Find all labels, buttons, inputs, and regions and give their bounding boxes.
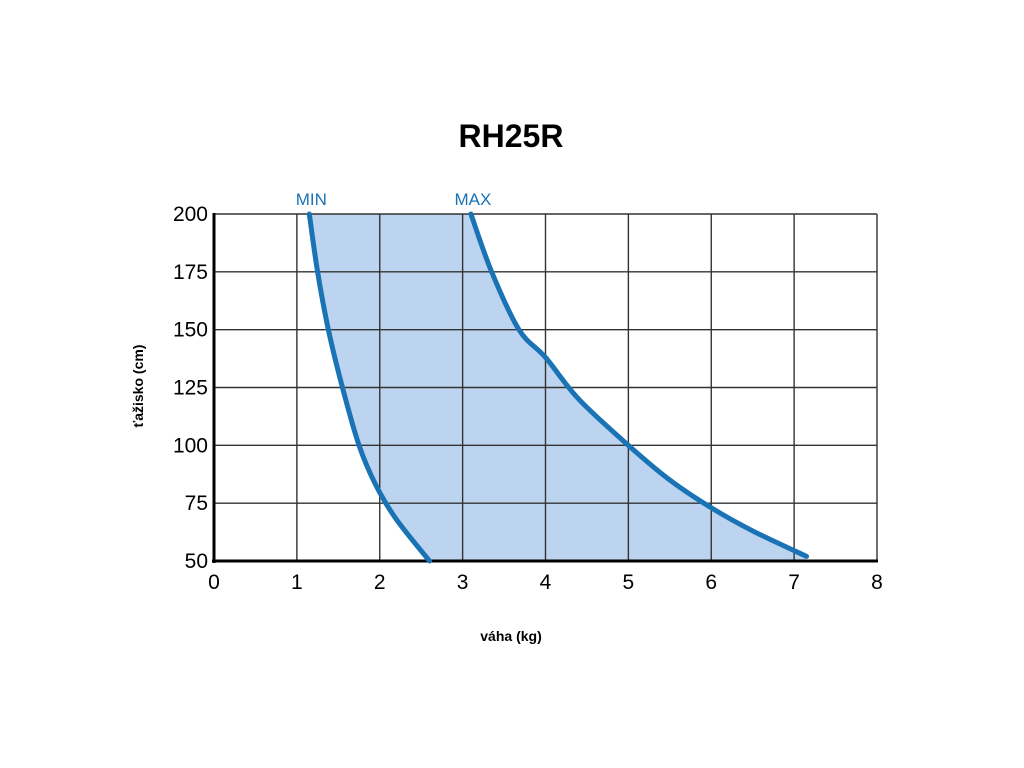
x-tick-label: 7 (788, 571, 800, 594)
curve-layer: MIN MAX (296, 190, 810, 564)
x-tick-label: 1 (291, 571, 303, 594)
curve-min (306, 211, 432, 564)
x-tick-label: 5 (623, 571, 635, 594)
y-tick-label: 150 (173, 319, 208, 342)
y-tick-label: 75 (185, 492, 208, 515)
y-tick-label: 50 (185, 550, 208, 573)
y-tick-label: 100 (173, 434, 208, 457)
x-tick-label: 8 (871, 571, 883, 594)
y-tick-label: 200 (173, 203, 208, 226)
curve-label-max: MAX (454, 190, 491, 209)
y-tick-label: 175 (173, 261, 208, 284)
tick-layer: 0 1 2 3 4 5 6 7 8 50 75 100 125 150 175 200 (173, 203, 883, 594)
x-tick-label: 6 (705, 571, 717, 594)
chart-title: RH25R (459, 118, 564, 154)
curve-max (468, 211, 810, 559)
x-tick-label: 3 (457, 571, 469, 594)
x-tick-label: 2 (374, 571, 386, 594)
y-tick-label: 125 (173, 377, 208, 400)
x-tick-label: 4 (540, 571, 552, 594)
y-axis-label: ťažisko (cm) (130, 345, 146, 428)
x-tick-label: 0 (208, 571, 220, 594)
curve-label-min: MIN (296, 190, 327, 209)
grid-layer (212, 213, 878, 563)
x-axis-label: váha (kg) (480, 628, 541, 644)
